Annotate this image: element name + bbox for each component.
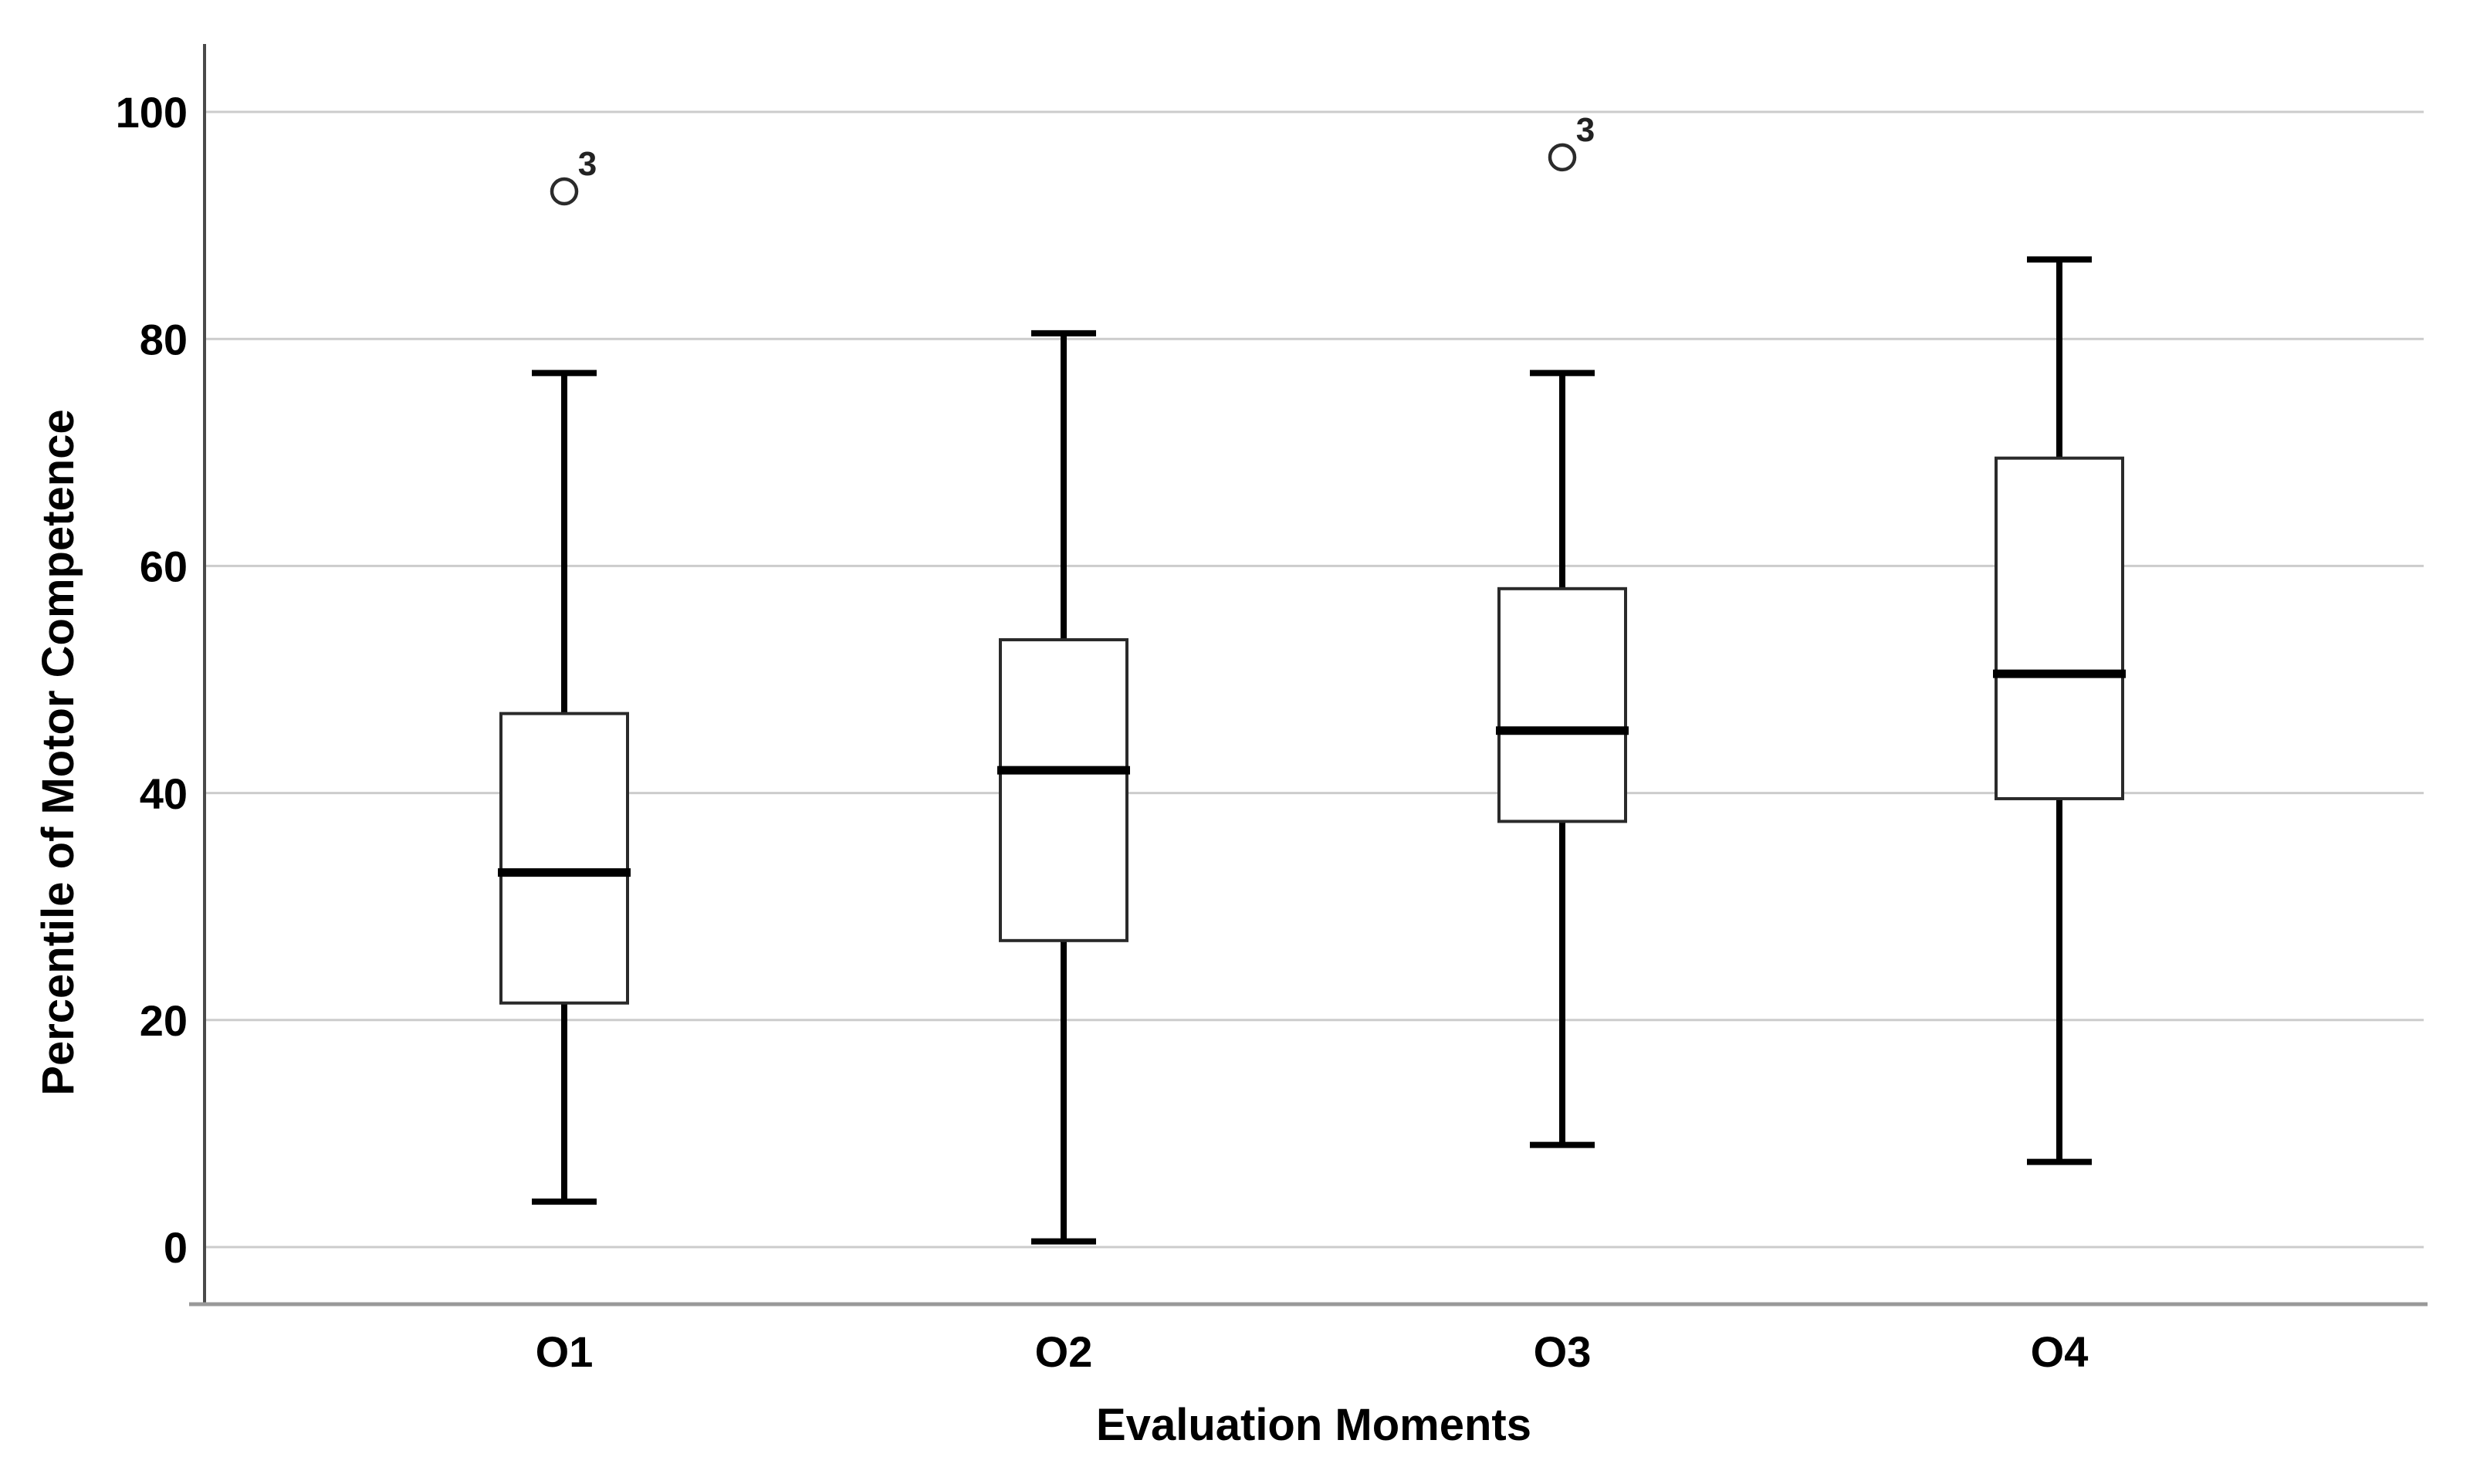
x-axis-title: Evaluation Moments bbox=[1096, 1400, 1531, 1450]
box-o4 bbox=[1995, 456, 2124, 800]
y-tick-label-40: 40 bbox=[140, 769, 188, 818]
outlier-circle-icon-o3 bbox=[1548, 143, 1577, 172]
box-o3 bbox=[1497, 587, 1627, 823]
x-tick-label-o2: O2 bbox=[1035, 1327, 1093, 1376]
outlier-circle-icon-o1 bbox=[550, 177, 579, 206]
y-tick-label-20: 20 bbox=[140, 996, 188, 1045]
y-axis-title: Percentile of Motor Competence bbox=[33, 409, 83, 1095]
box-o1 bbox=[499, 712, 629, 1005]
y-tick-label-80: 80 bbox=[140, 315, 188, 363]
x-tick-label-o1: O1 bbox=[536, 1327, 594, 1376]
x-tick-label-o4: O4 bbox=[2031, 1327, 2089, 1376]
outlier-case-label-o3: 3 bbox=[1576, 111, 1595, 149]
chart-layer: 0 20 40 60 80 100 3 O1 O2 3 O3 O4 bbox=[116, 44, 2428, 1376]
outlier-case-label-o1: 3 bbox=[578, 145, 597, 183]
box-o2 bbox=[999, 638, 1128, 942]
y-tick-label-0: 0 bbox=[164, 1223, 188, 1272]
y-tick-label-100: 100 bbox=[116, 88, 188, 137]
x-tick-label-o3: O3 bbox=[1534, 1327, 1592, 1376]
y-tick-label-60: 60 bbox=[140, 543, 188, 591]
